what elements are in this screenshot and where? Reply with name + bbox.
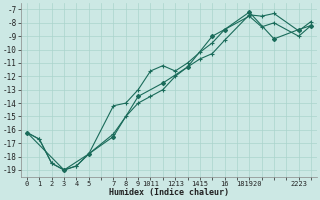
X-axis label: Humidex (Indice chaleur): Humidex (Indice chaleur) [109,188,229,197]
